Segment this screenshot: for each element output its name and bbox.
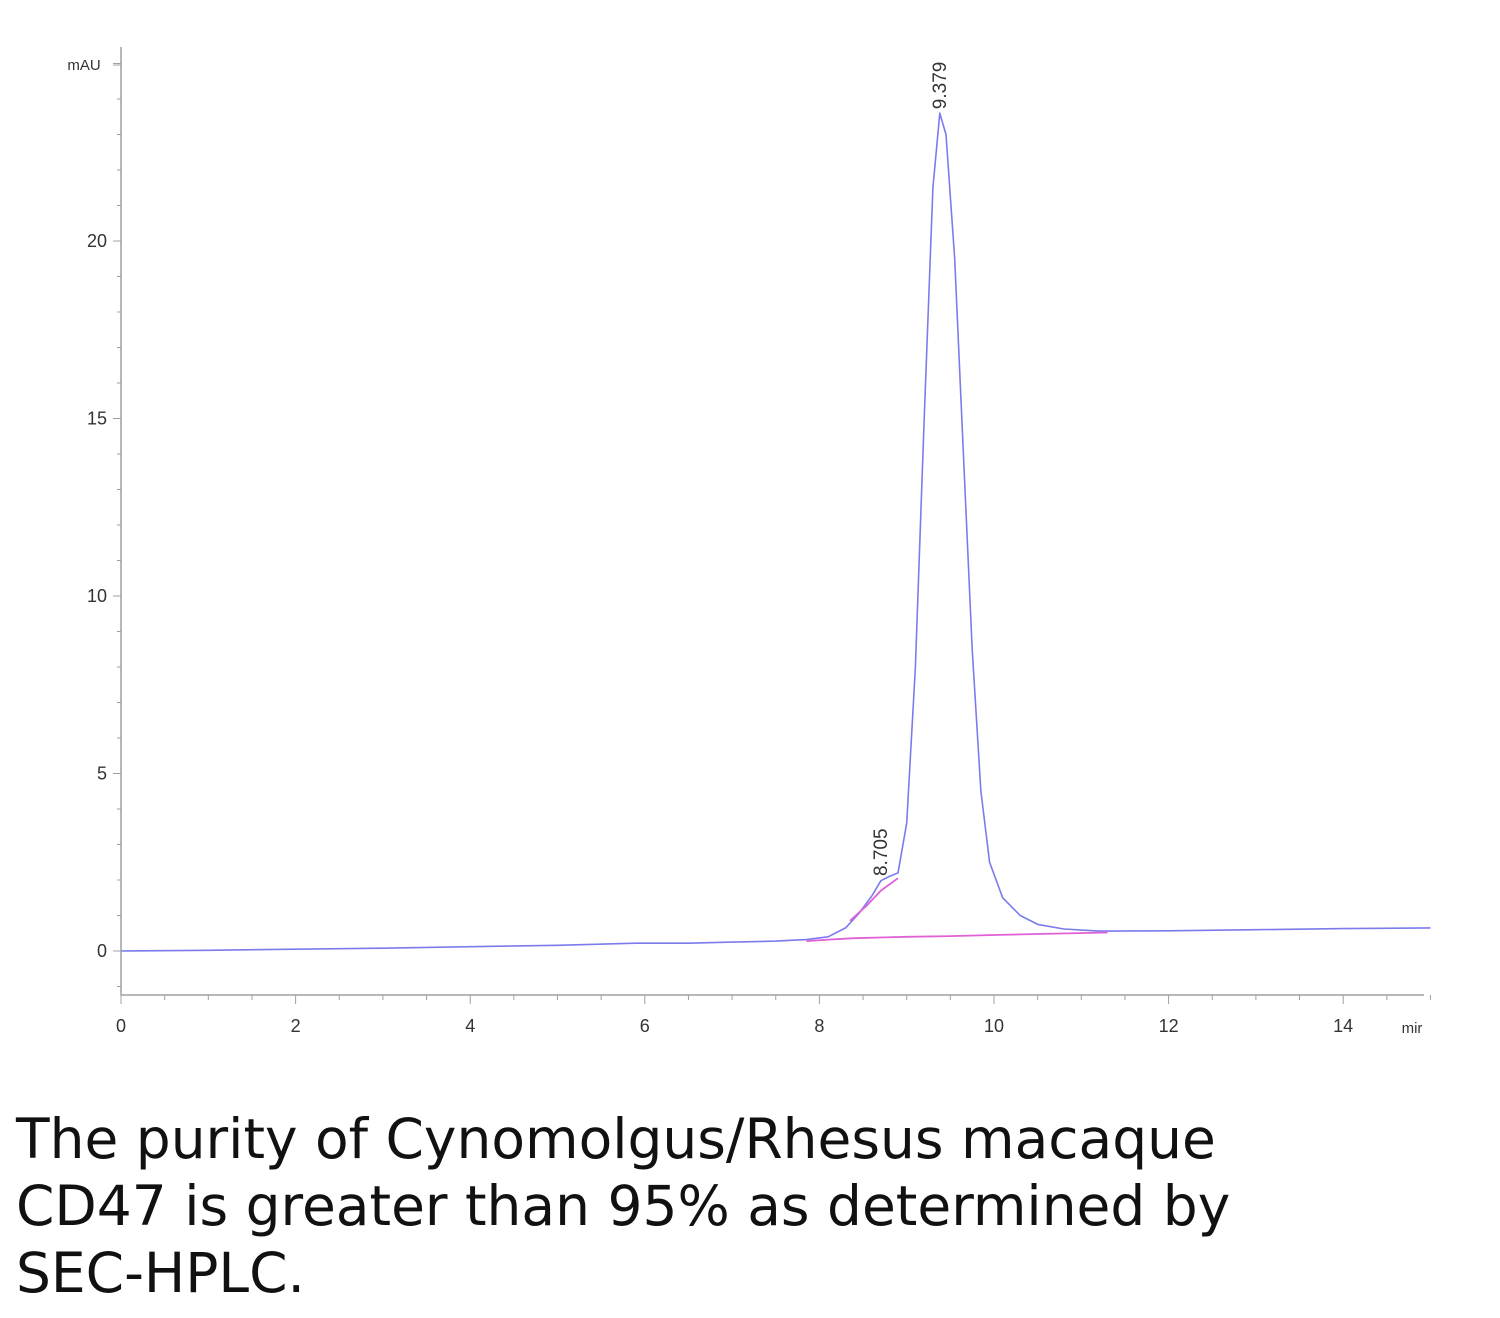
sec-hplc-chromatogram: 0 5 10 15 20 0 2 4 6 8 10 12 14 8.705 9.379 mAU mir — [67, 47, 1431, 1037]
x-axis-label: mir — [1402, 1020, 1423, 1037]
chart-axes: 0 5 10 15 20 0 2 4 6 8 10 12 14 — [87, 47, 1431, 1036]
peak-retention-label: 9.379 — [930, 62, 951, 110]
y-tick-label: 10 — [87, 586, 107, 606]
caption-line-1: The purity of Cynomolgus/Rhesus macaque — [16, 1107, 1216, 1171]
integration-baseline — [806, 931, 1108, 942]
x-tick-label: 0 — [116, 1016, 126, 1036]
peak-retention-label: 8.705 — [871, 828, 892, 876]
x-tick-label: 12 — [1159, 1016, 1179, 1036]
y-tick-label: 20 — [87, 231, 107, 251]
chart-series-layer — [120, 112, 1431, 952]
caption-line-2: CD47 is greater than 95% as determined b… — [16, 1174, 1231, 1238]
x-tick-label: 6 — [640, 1016, 650, 1036]
caption-line-3: SEC-HPLC. — [16, 1241, 305, 1305]
integration-baseline — [849, 877, 899, 922]
y-tick-label: 5 — [97, 764, 107, 784]
figure-caption: The purity of Cynomolgus/Rhesus macaque … — [16, 1106, 1316, 1307]
x-tick-label: 10 — [984, 1016, 1004, 1036]
y-tick-label: 0 — [97, 941, 107, 961]
y-tick-label: 15 — [87, 409, 107, 429]
peak-label-layer: 8.705 9.379 — [871, 62, 951, 876]
x-tick-label: 8 — [814, 1016, 824, 1036]
y-axis-label: mAU — [67, 57, 100, 74]
x-tick-label: 4 — [465, 1016, 475, 1036]
chromatogram-trace — [120, 112, 1431, 952]
x-tick-label: 14 — [1333, 1016, 1353, 1036]
x-tick-label: 2 — [291, 1016, 301, 1036]
